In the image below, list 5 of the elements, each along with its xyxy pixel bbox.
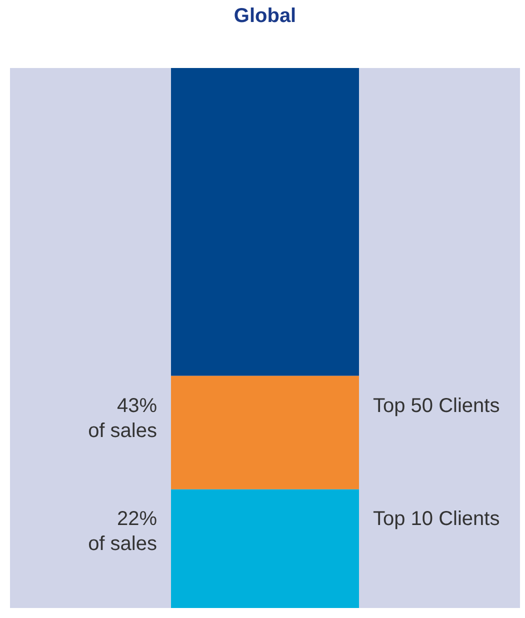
text: 43% of sales	[88, 394, 158, 442]
series-label: Top 50 Clients	[373, 394, 500, 417]
series-label: Top 10 Clients	[373, 508, 500, 530]
text: 22% of sales	[88, 508, 158, 556]
chart-title: Global	[234, 5, 296, 27]
